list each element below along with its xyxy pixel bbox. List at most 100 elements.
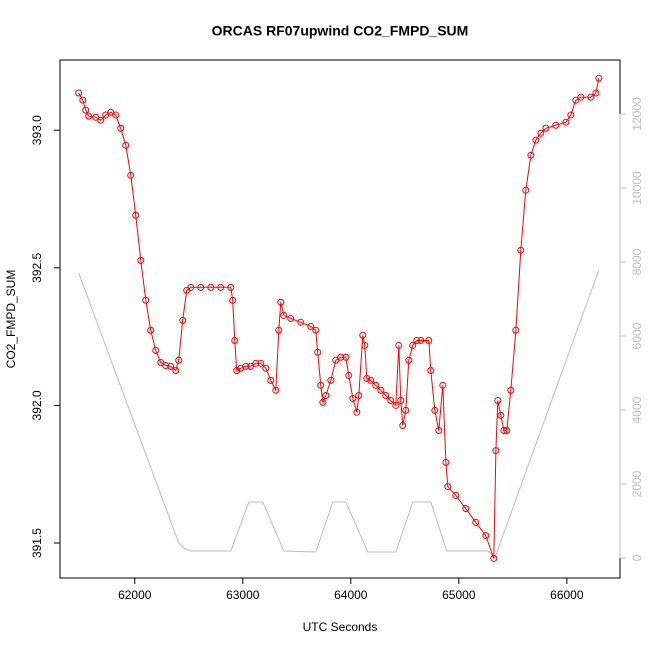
data-point	[490, 554, 498, 562]
x-tick-label: 63000	[226, 588, 260, 602]
plot-frame	[59, 59, 621, 579]
data-point	[175, 356, 183, 364]
data-point	[552, 121, 560, 129]
data-point	[231, 336, 239, 344]
data-point	[435, 426, 443, 434]
data-point	[267, 376, 275, 384]
data-point	[162, 362, 170, 370]
y-axis-label: CO2_FMPD_SUM	[4, 270, 18, 369]
data-point	[327, 376, 335, 384]
data-point	[319, 398, 327, 406]
data-point	[577, 93, 585, 101]
data-point	[517, 246, 525, 254]
x-tick-label: 66000	[550, 588, 584, 602]
data-point	[247, 362, 255, 370]
data-point	[242, 362, 250, 370]
data-point	[197, 283, 205, 291]
series-line	[78, 269, 600, 559]
data-point	[312, 326, 320, 334]
data-point	[399, 422, 407, 430]
data-point	[359, 331, 367, 339]
data-point	[492, 447, 500, 455]
y-tick-label: 392.5	[30, 252, 44, 282]
data-point	[349, 395, 357, 403]
data-point	[92, 113, 100, 121]
data-point	[494, 396, 502, 404]
y-tick-label: 393.0	[30, 115, 44, 145]
data-point	[537, 129, 545, 137]
y2-tick-label: 0	[630, 554, 644, 561]
x-axis-label: UTC Seconds	[303, 620, 378, 634]
data-point	[439, 381, 447, 389]
data-point	[512, 326, 520, 334]
data-point	[322, 392, 330, 400]
data-point	[444, 483, 452, 491]
data-point	[112, 111, 120, 119]
data-point	[372, 381, 380, 389]
chart-title: ORCAS RF07upwind CO2_FMPD_SUM	[212, 23, 469, 39]
data-point	[377, 386, 385, 394]
y2-tick-label: 12000	[630, 97, 644, 131]
data-point	[395, 341, 403, 349]
data-point	[587, 93, 595, 101]
data-point	[187, 283, 195, 291]
y-tick-label: 391.5	[30, 528, 44, 558]
data-point	[409, 341, 417, 349]
data-point	[132, 211, 140, 219]
data-point	[287, 314, 295, 322]
data-point	[252, 359, 260, 367]
data-point	[85, 112, 93, 120]
data-point	[127, 171, 135, 179]
data-point	[427, 366, 435, 374]
data-point	[387, 396, 395, 404]
data-point	[503, 426, 511, 434]
data-point	[152, 346, 160, 354]
y2-tick-label: 2000	[630, 470, 644, 497]
data-point	[172, 366, 180, 374]
data-point	[227, 283, 235, 291]
data-point	[167, 362, 175, 370]
data-point	[353, 408, 361, 416]
data-point	[595, 74, 603, 82]
data-point	[363, 374, 371, 382]
data-point	[562, 118, 570, 126]
data-point	[117, 124, 125, 132]
y2-tick-label: 6000	[630, 322, 644, 349]
data-point	[572, 96, 580, 104]
data-point	[462, 505, 470, 513]
data-point	[280, 311, 288, 319]
data-point	[425, 336, 433, 344]
data-point	[472, 518, 480, 526]
data-point	[79, 96, 87, 104]
data-point	[142, 296, 150, 304]
data-point	[417, 336, 425, 344]
data-point	[217, 283, 225, 291]
data-point	[405, 356, 413, 364]
data-point	[137, 256, 145, 264]
data-point	[392, 401, 400, 409]
data-point	[532, 136, 540, 144]
data-point	[497, 411, 505, 419]
data-point	[314, 348, 322, 356]
data-point	[317, 381, 325, 389]
x-tick-label: 62000	[118, 588, 152, 602]
data-point	[257, 359, 265, 367]
data-point	[157, 358, 165, 366]
data-point	[542, 124, 550, 132]
data-point	[297, 318, 305, 326]
x-tick-label: 65000	[442, 588, 476, 602]
y2-tick-label: 4000	[630, 396, 644, 423]
data-point	[147, 326, 155, 334]
data-point	[442, 458, 450, 466]
data-point	[75, 89, 83, 97]
data-point	[332, 356, 340, 364]
data-point	[229, 296, 237, 304]
data-point	[97, 116, 105, 124]
series-line	[78, 78, 600, 559]
data-point	[592, 89, 600, 97]
data-point	[272, 386, 280, 394]
data-point	[527, 151, 535, 159]
data-point	[233, 366, 241, 374]
data-point	[122, 141, 130, 149]
